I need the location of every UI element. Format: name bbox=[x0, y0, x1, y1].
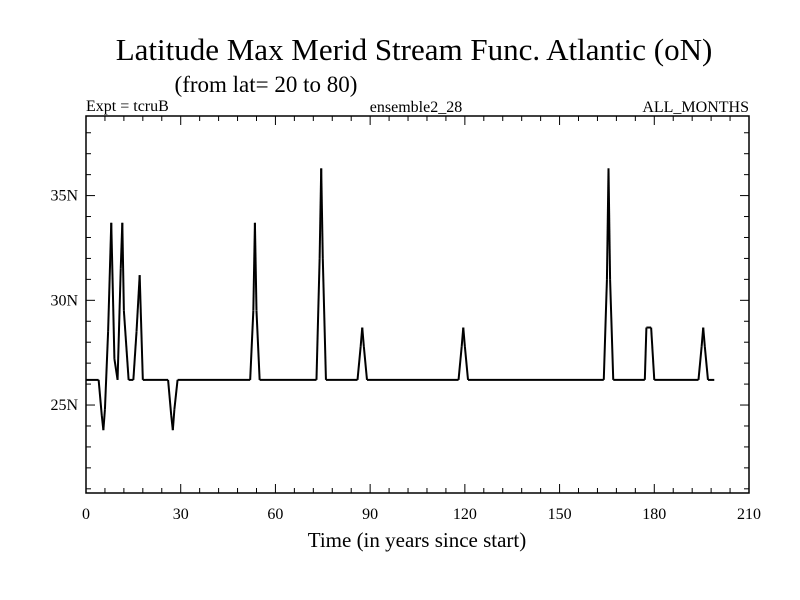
x-tick-label: 0 bbox=[82, 506, 90, 523]
x-tick-label: 60 bbox=[267, 506, 283, 523]
series-segment bbox=[121, 222, 125, 311]
series-layer bbox=[86, 168, 715, 431]
y-tick-label: 30N bbox=[50, 292, 78, 309]
series-segment bbox=[132, 331, 138, 380]
series-segment bbox=[253, 222, 258, 311]
series-segment bbox=[102, 409, 106, 431]
header-months: ALL_MONTHS bbox=[642, 99, 749, 116]
x-tick-label: 120 bbox=[453, 506, 477, 523]
series-segment bbox=[463, 346, 470, 380]
series-segment bbox=[643, 327, 648, 380]
series-segment bbox=[315, 258, 321, 380]
series-segment bbox=[320, 168, 324, 259]
series-segment bbox=[607, 168, 612, 280]
series-segment bbox=[249, 310, 255, 380]
plot-frame bbox=[85, 115, 750, 494]
series-segment bbox=[462, 327, 466, 347]
x-tick-label: 210 bbox=[737, 506, 761, 523]
x-tick-label: 150 bbox=[548, 506, 572, 523]
series-segment bbox=[650, 327, 656, 380]
series-segment bbox=[138, 275, 144, 380]
series-segment bbox=[361, 327, 365, 347]
series-segment bbox=[171, 409, 176, 431]
series-segment bbox=[116, 268, 122, 380]
series-segment bbox=[110, 222, 116, 359]
x-tick-label: 180 bbox=[642, 506, 666, 523]
x-tick-label: 90 bbox=[362, 506, 378, 523]
series-segment bbox=[602, 279, 608, 380]
axis-ticks bbox=[85, 116, 750, 493]
series-segment bbox=[356, 346, 362, 380]
x-tick-label: 30 bbox=[173, 506, 189, 523]
series-segment bbox=[702, 327, 706, 347]
y-tick-label: 35N bbox=[50, 188, 78, 205]
series-segment bbox=[103, 331, 110, 410]
header-experiment: Expt = tcruB bbox=[86, 98, 169, 115]
series-segment bbox=[321, 258, 327, 380]
header-ensemble: ensemble2_28 bbox=[370, 99, 462, 116]
tick-labels: 0 30 60 90 120 150 180 210 25N 30N 35N bbox=[50, 188, 761, 523]
series-segment bbox=[97, 379, 103, 416]
chart-title: Latitude Max Merid Stream Func. Atlantic… bbox=[116, 32, 713, 67]
series-segment bbox=[609, 279, 615, 380]
y-tick-label: 25N bbox=[50, 397, 78, 414]
series-segment bbox=[703, 346, 709, 380]
series-segment bbox=[122, 310, 130, 380]
series-segment bbox=[173, 379, 179, 410]
chart-subtitle: (from lat= 20 to 80) bbox=[175, 72, 358, 97]
series-segment bbox=[457, 346, 463, 380]
series-segment bbox=[697, 346, 703, 380]
series-segment bbox=[167, 379, 173, 416]
x-axis-label: Time (in years since start) bbox=[308, 528, 527, 552]
series-segment bbox=[362, 346, 368, 380]
series-segment bbox=[255, 310, 261, 380]
